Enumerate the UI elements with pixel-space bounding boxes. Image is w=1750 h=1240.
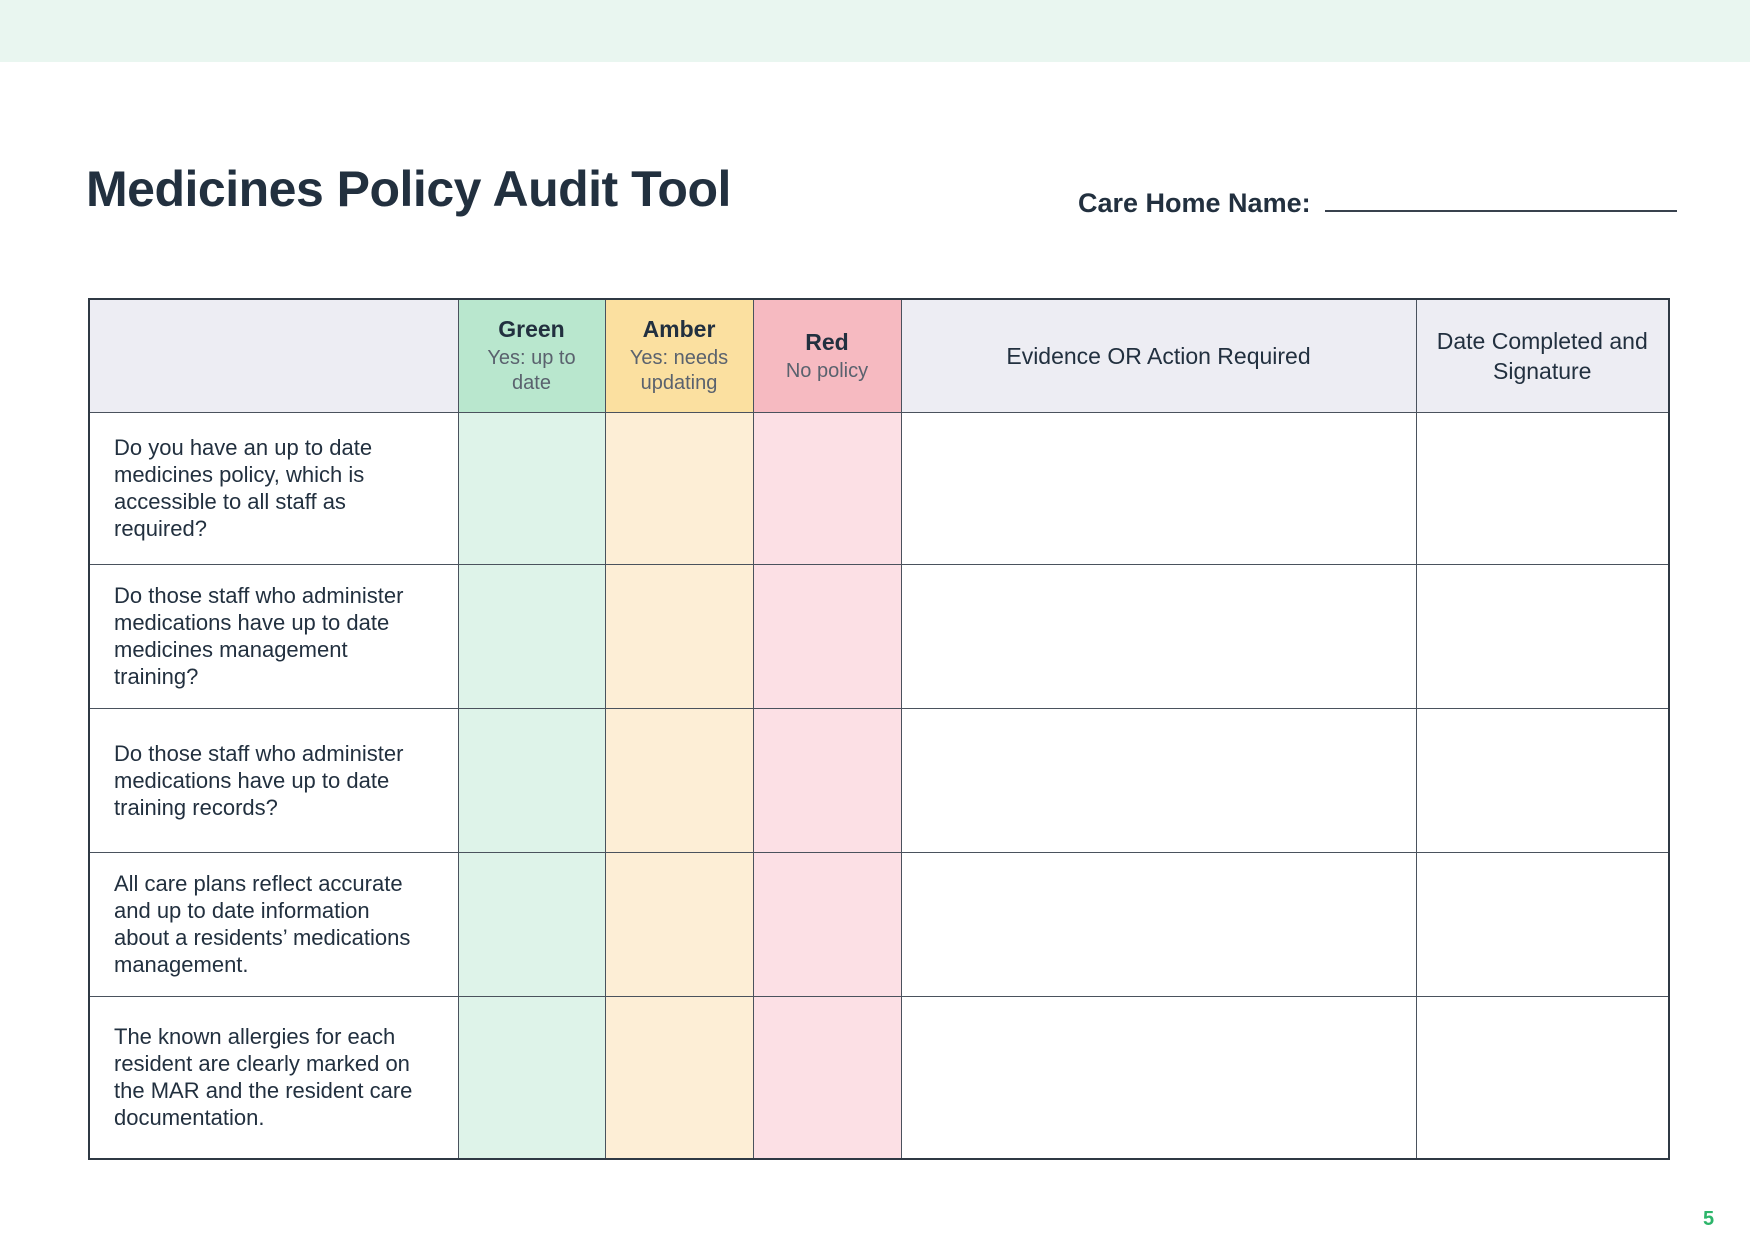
evidence-cell[interactable] <box>900 411 1417 565</box>
red-cell[interactable] <box>752 563 902 709</box>
amber-cell[interactable] <box>604 707 754 853</box>
green-cell[interactable] <box>457 411 606 565</box>
green-cell[interactable] <box>457 563 606 709</box>
question-cell: Do those staff who administer medication… <box>88 707 459 853</box>
date-signature-cell[interactable] <box>1415 411 1670 565</box>
column-header-date: Date Completed and Signature <box>1415 298 1670 413</box>
column-header-red: Red No policy <box>752 298 902 413</box>
red-cell[interactable] <box>752 707 902 853</box>
red-column-label: Red <box>805 328 849 355</box>
table-row: Do those staff who administer medication… <box>88 707 1670 853</box>
red-cell[interactable] <box>752 411 902 565</box>
date-column-label: Date Completed and Signature <box>1436 327 1648 384</box>
red-cell[interactable] <box>752 995 902 1160</box>
table-row: The known allergies for each resident ar… <box>88 995 1670 1160</box>
red-column-subtitle: No policy <box>785 359 869 382</box>
care-home-name-label: Care Home Name: <box>1078 188 1311 218</box>
amber-cell[interactable] <box>604 563 754 709</box>
amber-column-subtitle: Yes: needs updating <box>629 347 729 395</box>
evidence-cell[interactable] <box>900 995 1417 1160</box>
column-header-amber: Amber Yes: needs updating <box>604 298 754 413</box>
question-cell: Do those staff who administer medication… <box>88 563 459 709</box>
question-cell: Do you have an up to date medicines poli… <box>88 411 459 565</box>
evidence-cell[interactable] <box>900 851 1417 997</box>
column-header-green: Green Yes: up to date <box>457 298 606 413</box>
amber-cell[interactable] <box>604 995 754 1160</box>
page-title: Medicines Policy Audit Tool <box>86 161 731 217</box>
care-home-name-field: Care Home Name: <box>1078 188 1677 219</box>
red-cell[interactable] <box>752 851 902 997</box>
evidence-cell[interactable] <box>900 563 1417 709</box>
date-signature-cell[interactable] <box>1415 563 1670 709</box>
care-home-name-line[interactable] <box>1324 210 1677 212</box>
green-column-subtitle: Yes: up to date <box>487 347 576 395</box>
table-row: All care plans reflect accurate and up t… <box>88 851 1670 997</box>
date-signature-cell[interactable] <box>1415 851 1670 997</box>
evidence-cell[interactable] <box>900 707 1417 853</box>
question-cell: All care plans reflect accurate and up t… <box>88 851 459 997</box>
evidence-column-label: Evidence OR Action Required <box>1006 342 1311 369</box>
date-signature-cell[interactable] <box>1415 707 1670 853</box>
header-corner-cell <box>88 298 459 413</box>
question-cell: The known allergies for each resident ar… <box>88 995 459 1160</box>
audit-table: Green Yes: up to date Amber Yes: needs u… <box>88 298 1670 1160</box>
column-header-evidence: Evidence OR Action Required <box>900 298 1417 413</box>
table-row: Do you have an up to date medicines poli… <box>88 411 1670 565</box>
green-cell[interactable] <box>457 707 606 853</box>
table-header-row: Green Yes: up to date Amber Yes: needs u… <box>88 298 1670 413</box>
green-cell[interactable] <box>457 995 606 1160</box>
top-accent-bar <box>0 0 1750 62</box>
green-column-label: Green <box>498 316 565 343</box>
amber-column-label: Amber <box>642 316 716 343</box>
amber-cell[interactable] <box>604 851 754 997</box>
date-signature-cell[interactable] <box>1415 995 1670 1160</box>
table-row: Do those staff who administer medication… <box>88 563 1670 709</box>
amber-cell[interactable] <box>604 411 754 565</box>
page-number: 5 <box>1703 1208 1715 1230</box>
green-cell[interactable] <box>457 851 606 997</box>
